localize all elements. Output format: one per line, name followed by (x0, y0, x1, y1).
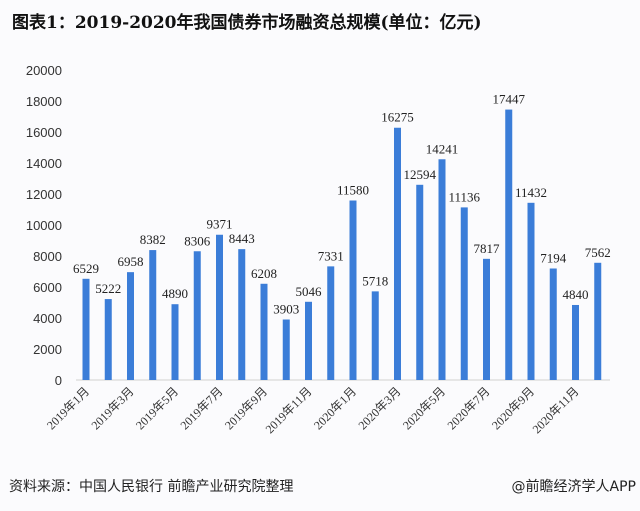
y-tick-label: 20000 (26, 63, 62, 78)
data-label: 6529 (73, 261, 99, 276)
data-label: 5046 (296, 284, 323, 299)
bar (127, 272, 134, 380)
bar (193, 251, 201, 380)
x-tick-label: 2020年5月 (400, 384, 448, 432)
bar-chart: 0 2000 4000 6000 8000 10000 12000 14000 16000 180… (26, 63, 611, 436)
bar (327, 266, 335, 380)
data-label: 12594 (404, 167, 437, 182)
data-label: 8443 (229, 231, 255, 246)
x-tick-label: 2020年11月 (530, 384, 582, 436)
bar (216, 234, 223, 380)
y-tick-label: 6000 (33, 280, 62, 295)
y-tick-label: 4000 (33, 311, 62, 326)
bar (572, 304, 579, 380)
bar (394, 127, 401, 380)
y-tick-label: 14000 (26, 156, 62, 171)
data-label: 7194 (540, 250, 567, 265)
bar (527, 202, 535, 380)
y-tick-label: 2000 (33, 342, 62, 357)
bar (460, 207, 468, 380)
bar (260, 283, 268, 380)
bar (282, 319, 290, 380)
data-label: 3903 (273, 302, 299, 317)
bar (416, 184, 424, 380)
bar (104, 299, 112, 380)
bar (483, 258, 490, 380)
y-tick-label: 0 (55, 373, 62, 388)
bar (171, 304, 179, 380)
y-tick-label: 16000 (26, 125, 62, 140)
bar (371, 291, 379, 380)
data-label: 4890 (162, 286, 188, 301)
bar (238, 249, 246, 380)
chart-title: 图表1：2019-2020年我国债券市场融资总规模(单位：亿元) (12, 13, 482, 33)
data-label: 6208 (251, 266, 277, 281)
data-label: 11432 (515, 185, 547, 200)
bar (594, 262, 602, 380)
data-label: 11136 (448, 189, 480, 204)
data-label: 7331 (318, 248, 344, 263)
data-label: 17447 (493, 92, 526, 107)
data-label: 8306 (184, 233, 211, 248)
x-tick-label: 2020年7月 (445, 384, 493, 432)
bar (305, 301, 312, 380)
x-tick-label: 2019年11月 (263, 384, 315, 436)
x-tick-label: 2019年7月 (178, 384, 226, 432)
y-tick-label: 18000 (26, 94, 62, 109)
data-label: 5718 (362, 273, 388, 288)
data-label: 9371 (207, 217, 233, 232)
x-tick-label: 2019年1月 (44, 384, 92, 432)
source-note: 资料来源：中国人民银行 前瞻产业研究院整理 (9, 479, 294, 495)
data-label: 4840 (563, 287, 589, 302)
data-label: 6958 (118, 254, 144, 269)
y-tick-label: 8000 (33, 249, 62, 264)
data-label: 16275 (381, 110, 414, 125)
data-label: 5222 (95, 281, 121, 296)
data-label: 8382 (140, 232, 166, 247)
data-label: 7817 (474, 241, 501, 256)
bar (349, 200, 357, 380)
x-tick-label: 2020年3月 (356, 384, 404, 432)
x-tick-label: 2019年5月 (133, 384, 181, 432)
bar (438, 159, 446, 380)
y-tick-label: 12000 (26, 187, 62, 202)
data-label: 14241 (426, 141, 459, 156)
bar (149, 250, 157, 380)
bar (82, 278, 90, 380)
bar (549, 268, 557, 380)
credit-note: @前瞻经济学人APP (511, 479, 636, 495)
x-tick-label: 2019年3月 (89, 384, 137, 432)
y-tick-label: 10000 (26, 218, 62, 233)
data-label: 7562 (585, 245, 611, 260)
data-label: 11580 (337, 183, 369, 198)
x-tick-label: 2020年1月 (311, 384, 359, 432)
bar (505, 109, 513, 380)
